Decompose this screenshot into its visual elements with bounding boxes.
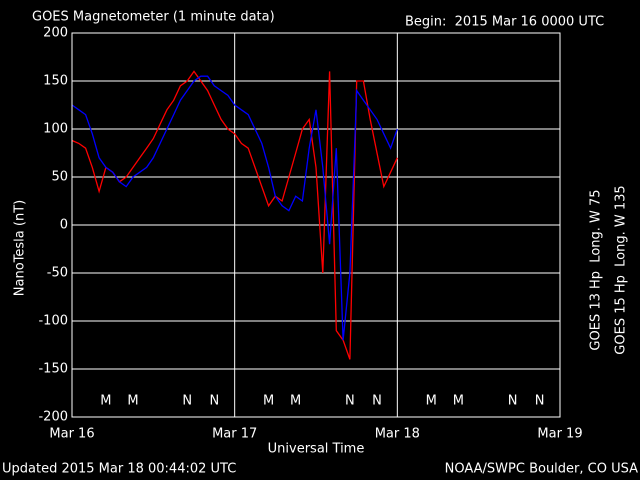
day-marker: N <box>372 394 382 409</box>
y-tick-label: -150 <box>38 362 68 377</box>
chart-subtitle: Begin: 2015 Mar 16 0000 UTC <box>405 15 604 30</box>
day-marker: M <box>127 394 138 409</box>
footer-right: NOAA/SWPC Boulder, CO USA <box>445 462 638 477</box>
y-axis-label: NanoTesla (nT) <box>13 200 28 296</box>
y-tick-label: 100 <box>43 122 68 137</box>
day-marker: M <box>100 394 111 409</box>
day-marker: N <box>209 394 219 409</box>
day-marker: M <box>290 394 301 409</box>
y-tick-label: -50 <box>47 266 68 281</box>
plot-border <box>71 32 561 418</box>
day-marker: M <box>263 394 274 409</box>
x-tick-label: Mar 19 <box>537 427 582 442</box>
y-tick-label: 150 <box>43 74 68 89</box>
legend-entry: GOES 13 Hp Long. W 75 <box>589 189 604 350</box>
day-marker: N <box>508 394 518 409</box>
day-marker: M <box>453 394 464 409</box>
x-tick-label: Mar 16 <box>49 427 94 442</box>
x-axis-label: Universal Time <box>268 442 365 457</box>
chart-title: GOES Magnetometer (1 minute data) <box>32 10 275 25</box>
y-tick-label: -100 <box>38 314 68 329</box>
footer-left: Updated 2015 Mar 18 00:44:02 UTC <box>2 462 236 477</box>
legend-entry: GOES 15 Hp Long. W 135 <box>614 185 629 354</box>
y-tick-label: 50 <box>51 170 68 185</box>
day-marker: N <box>345 394 355 409</box>
day-marker: N <box>535 394 545 409</box>
day-marker: N <box>182 394 192 409</box>
x-tick-label: Mar 18 <box>375 427 420 442</box>
y-tick-label: 200 <box>43 26 68 41</box>
data-line <box>71 75 398 341</box>
day-marker: M <box>426 394 437 409</box>
y-tick-label: 0 <box>60 218 68 233</box>
y-tick-label: -200 <box>38 410 68 425</box>
x-tick-label: Mar 17 <box>212 427 257 442</box>
